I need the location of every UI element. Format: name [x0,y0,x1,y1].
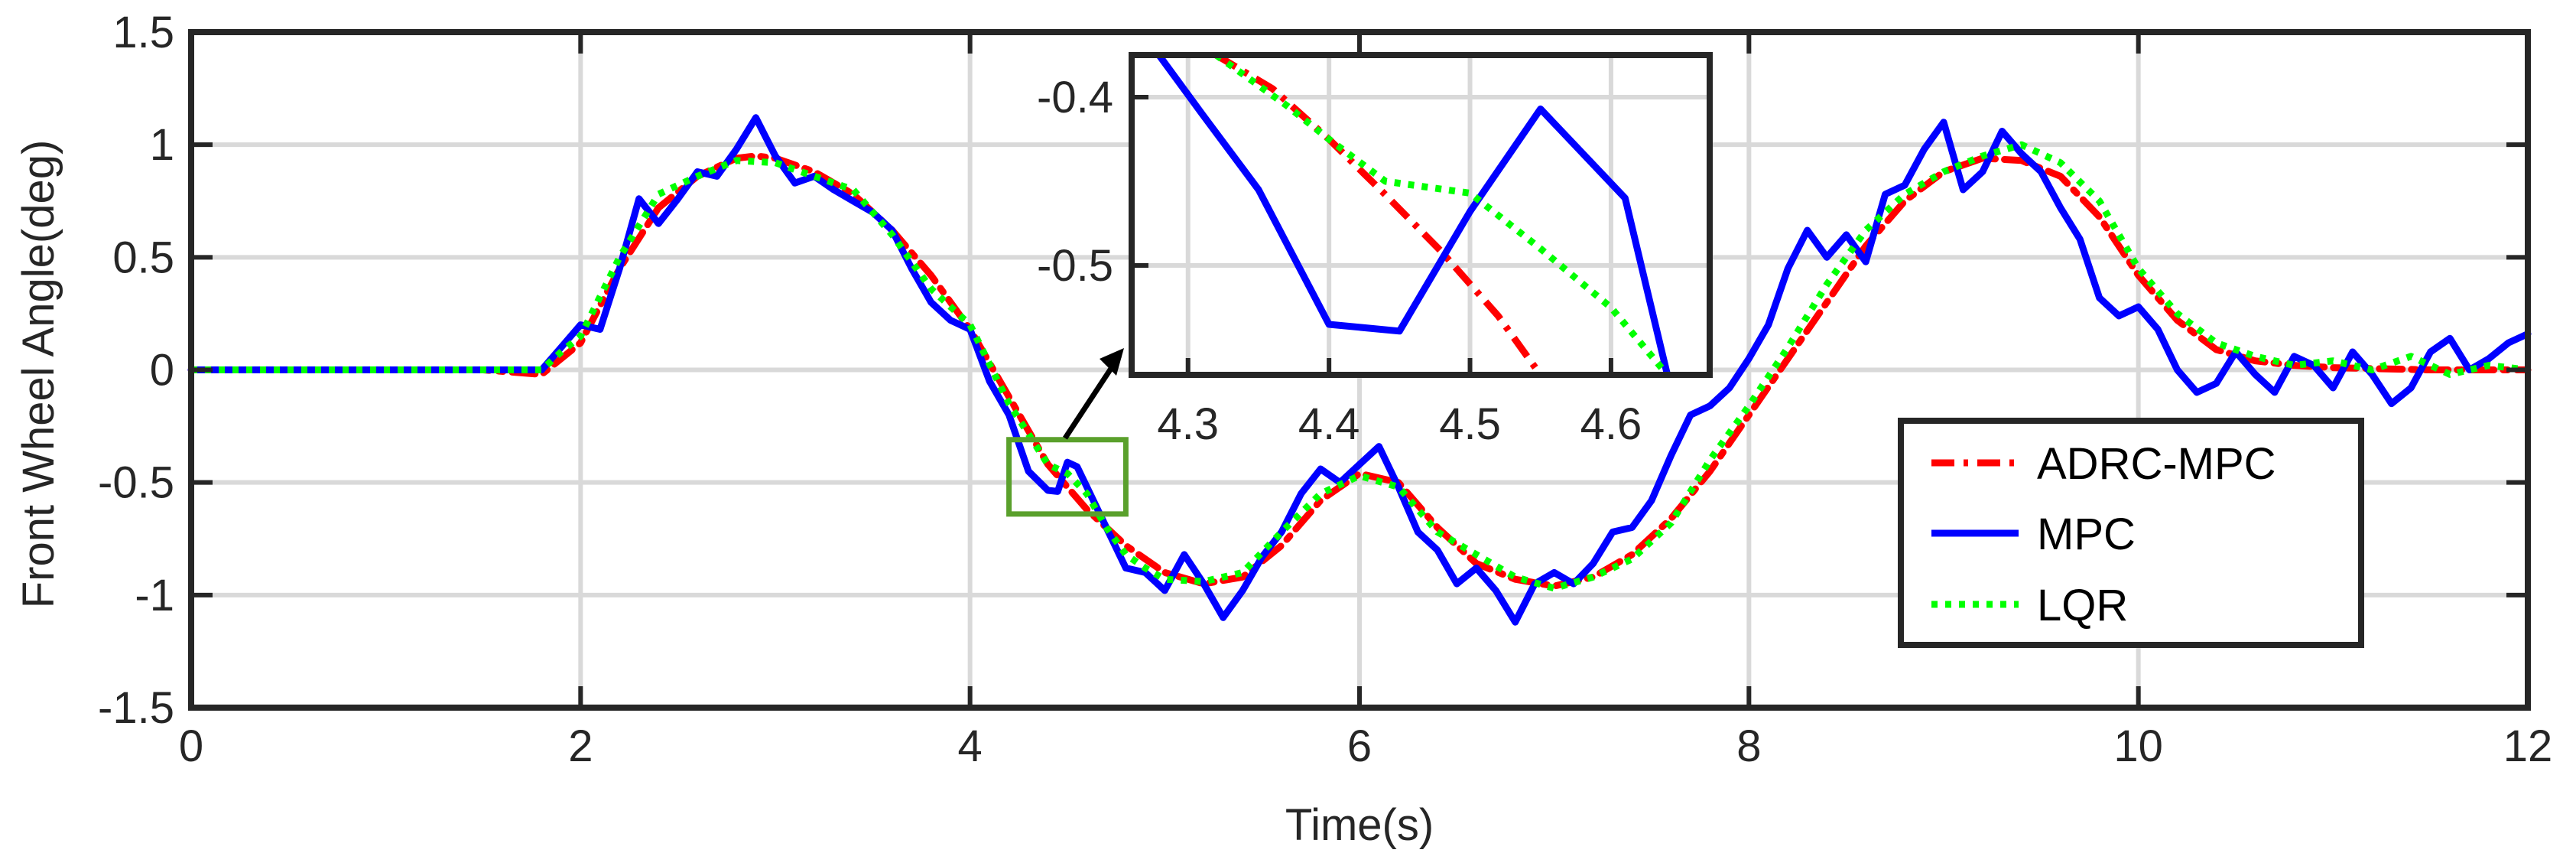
legend-label-mpc: MPC [2037,510,2136,559]
x-axis-title: Time(s) [1285,800,1434,850]
inset-plot-area: 4.3 4.4 4.5 4.6 -0.4 -0.5 [1037,52,1713,449]
x-tick-label: 8 [1736,721,1761,771]
legend-label-adrc-mpc: ADRC-MPC [2037,439,2276,489]
y-tick-label: -1.5 [98,683,174,733]
inset-x-tick-label: 4.4 [1298,399,1360,449]
x-tick-label: 12 [2503,721,2553,771]
zoom-annotation [1006,348,1129,517]
inset-series-line-mpc [1155,55,1671,375]
inset-series-line-lqr [1213,55,1671,375]
y-tick-label: 0.5 [112,233,174,282]
legend: ADRC-MPC MPC LQR [1898,418,2364,648]
x-tick-label: 2 [568,721,593,771]
zoom-box [1006,437,1129,517]
inset-y-tick-label: -0.5 [1037,241,1113,291]
inset-x-tick-label: 4.3 [1157,399,1219,449]
y-tick-label: -1 [135,571,174,620]
inset-y-tick-label: -0.4 [1037,73,1113,122]
zoom-arrow-head [1100,348,1124,376]
x-tick-label: 4 [958,721,983,771]
y-tick-label: 0 [150,346,174,396]
y-tick-label: -0.5 [98,458,174,508]
inset-x-tick-label: 4.5 [1439,399,1501,449]
inset-series-line-adrc-mpc [1214,55,1544,375]
x-tick-label: 10 [2113,721,2163,771]
inset-frame [1129,52,1713,378]
y-tick-label: 1 [150,120,174,170]
inset-background [1132,55,1710,375]
inset-series-group [1155,55,1671,375]
x-tick-label: 0 [179,721,203,771]
legend-label-lqr: LQR [2037,581,2128,630]
series-line-adrc-mpc [187,152,2532,590]
y-axis-title: Front Wheel Angle(deg) [14,140,63,609]
series-line-mpc [187,114,2532,626]
x-tick-label: 6 [1347,721,1372,771]
inset-x-tick-label: 4.6 [1580,399,1642,449]
y-tick-label: 1.5 [112,8,174,57]
